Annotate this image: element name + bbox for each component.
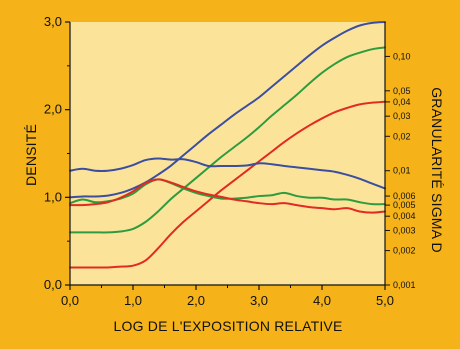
x-tick-label: 3,0 [250, 293, 268, 308]
density-curve-2 [69, 100, 386, 269]
y2-tick-label: 0,004 [393, 211, 416, 221]
granularity-curve-5 [69, 178, 386, 214]
x-tick-label: 4,0 [313, 293, 331, 308]
y2-tick-label: 0,001 [393, 280, 416, 290]
y2-tick-label: 0,03 [393, 111, 411, 121]
y2-tick-label: 0,02 [393, 131, 411, 141]
x-tick-label: 2,0 [187, 293, 205, 308]
y2-tick-label: 0,003 [393, 225, 416, 235]
y2-tick-label: 0,05 [393, 86, 411, 96]
y-tick-label: 0,0 [44, 277, 62, 292]
y2-tick-label: 0,005 [393, 200, 416, 210]
y-tick-label: 3,0 [44, 14, 62, 29]
series-layer [69, 21, 386, 269]
y2-tick-label: 0,002 [393, 246, 416, 256]
y-tick-label: 1,0 [44, 189, 62, 204]
x-axis-title: LOG DE L'EXPOSITION RELATIVE [114, 318, 343, 334]
y2-tick-label: 0,006 [393, 191, 416, 201]
density-curve-0 [69, 21, 386, 199]
x-tick-label: 1,0 [124, 293, 142, 308]
y-axis-title: DENSITÉ [23, 124, 39, 186]
y2-axis-title: GRANULARITÉ SIGMA D [429, 87, 445, 253]
density-curve-1 [69, 46, 386, 234]
granularity-curve-3 [69, 157, 386, 190]
y2-tick-label: 0,10 [393, 51, 411, 61]
y-tick-label: 2,0 [44, 102, 62, 117]
y2-tick-label: 0,01 [393, 166, 411, 176]
y2-tick-label: 0,04 [393, 97, 411, 107]
x-tick-label: 0,0 [61, 293, 79, 308]
tick-labels-layer: 0,0 1,0 2,0 3,0 4,0 5,00,01,02,03,00,100,050,… [44, 14, 416, 308]
x-tick-label: 5,0 [376, 293, 394, 308]
axes-layer [65, 21, 390, 290]
